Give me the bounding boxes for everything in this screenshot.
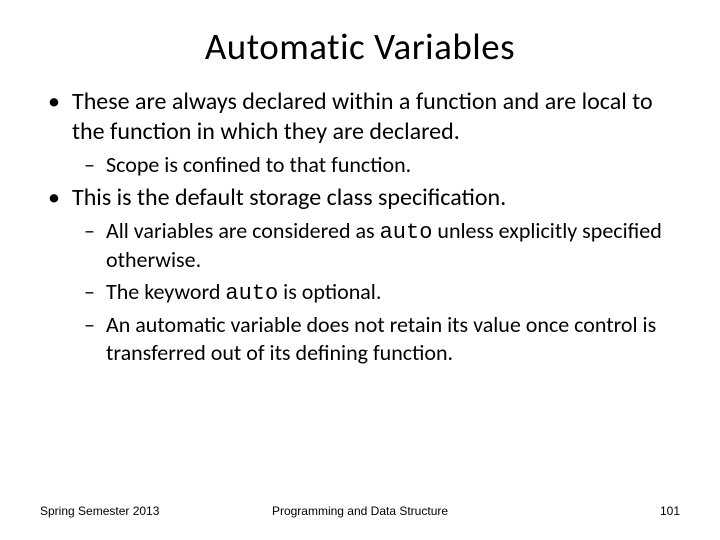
dash-marker: –: [84, 311, 106, 366]
dash-marker: –: [84, 151, 106, 179]
slide-footer: Spring Semester 2013 Programming and Dat…: [0, 504, 720, 518]
slide-title: Automatic Variables: [40, 24, 680, 69]
dash-marker: –: [84, 278, 106, 308]
bullet-item: • This is the default storage class spec…: [40, 183, 680, 213]
footer-left: Spring Semester 2013: [40, 504, 159, 518]
sub-bullet-text: All variables are considered as auto unl…: [106, 217, 680, 274]
bullet-text: This is the default storage class specif…: [72, 183, 680, 213]
text-run: All variables are considered as: [106, 217, 380, 244]
bullet-item: • These are always declared within a fun…: [40, 87, 680, 147]
text-run: is optional.: [278, 278, 381, 305]
sub-bullet-item: – Scope is confined to that function.: [40, 151, 680, 179]
sub-bullet-text: An automatic variable does not retain it…: [106, 311, 680, 366]
code-run: auto: [225, 281, 278, 306]
sub-bullet-item: – An automatic variable does not retain …: [40, 311, 680, 366]
text-run: The keyword: [106, 278, 225, 305]
bullet-marker: •: [48, 87, 72, 147]
sub-bullet-text: Scope is confined to that function.: [106, 151, 680, 179]
slide: Automatic Variables • These are always d…: [0, 0, 720, 540]
slide-body: • These are always declared within a fun…: [40, 87, 680, 366]
footer-page-number: 101: [660, 504, 680, 518]
sub-bullet-item: – All variables are considered as auto u…: [40, 217, 680, 274]
bullet-text: These are always declared within a funct…: [72, 87, 680, 147]
sub-bullet-text: The keyword auto is optional.: [106, 278, 680, 308]
sub-bullet-item: – The keyword auto is optional.: [40, 278, 680, 308]
bullet-marker: •: [48, 183, 72, 213]
code-run: auto: [380, 220, 433, 245]
dash-marker: –: [84, 217, 106, 274]
